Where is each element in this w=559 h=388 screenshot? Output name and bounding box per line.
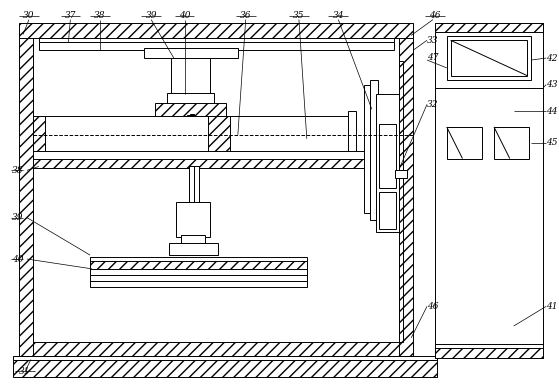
Bar bbox=[39, 42, 394, 50]
Circle shape bbox=[445, 97, 472, 125]
Bar bbox=[494, 127, 529, 159]
Bar bbox=[187, 115, 195, 157]
Bar bbox=[144, 48, 238, 58]
Bar bbox=[169, 243, 218, 255]
Bar bbox=[19, 23, 413, 38]
Text: 39: 39 bbox=[12, 213, 23, 222]
Bar bbox=[348, 111, 356, 159]
Bar bbox=[39, 38, 394, 42]
Text: 33: 33 bbox=[427, 36, 438, 45]
Bar bbox=[171, 58, 210, 95]
Circle shape bbox=[500, 97, 528, 125]
Text: 39: 39 bbox=[145, 11, 157, 20]
Bar bbox=[447, 127, 482, 159]
Bar bbox=[13, 355, 437, 360]
Bar bbox=[19, 342, 413, 355]
Bar bbox=[176, 202, 210, 237]
Text: 38: 38 bbox=[94, 11, 106, 20]
Bar bbox=[379, 192, 396, 229]
Bar bbox=[376, 95, 400, 232]
Bar bbox=[379, 124, 396, 188]
Text: 31: 31 bbox=[19, 367, 31, 376]
Text: 37: 37 bbox=[65, 11, 76, 20]
Bar bbox=[188, 166, 193, 203]
Bar bbox=[181, 236, 205, 245]
Bar bbox=[209, 116, 230, 154]
Text: 40: 40 bbox=[12, 255, 23, 263]
Bar bbox=[33, 38, 400, 342]
Bar bbox=[395, 170, 408, 178]
Bar bbox=[33, 151, 368, 161]
Bar bbox=[435, 348, 543, 358]
Bar bbox=[435, 23, 543, 33]
Circle shape bbox=[472, 97, 500, 125]
Text: 30: 30 bbox=[23, 11, 35, 20]
Bar bbox=[400, 61, 404, 342]
Text: 35: 35 bbox=[293, 11, 305, 20]
Bar bbox=[90, 261, 307, 269]
Text: 40: 40 bbox=[179, 11, 191, 20]
Text: 36: 36 bbox=[240, 11, 252, 20]
Bar bbox=[195, 166, 200, 203]
Bar bbox=[451, 40, 528, 76]
Bar bbox=[190, 114, 193, 168]
Text: 46: 46 bbox=[429, 11, 440, 20]
Bar bbox=[188, 166, 195, 170]
Bar bbox=[19, 30, 33, 355]
Text: 34: 34 bbox=[333, 11, 344, 20]
Bar bbox=[90, 257, 307, 277]
Text: 46: 46 bbox=[427, 302, 438, 311]
Bar bbox=[364, 85, 372, 213]
Bar bbox=[435, 23, 543, 358]
Bar bbox=[33, 116, 348, 154]
Bar bbox=[167, 92, 214, 104]
Text: 32: 32 bbox=[427, 100, 438, 109]
Bar bbox=[155, 103, 226, 117]
Bar bbox=[447, 36, 532, 80]
Text: 38: 38 bbox=[12, 166, 23, 175]
Text: 45: 45 bbox=[546, 138, 558, 147]
Bar bbox=[90, 275, 307, 287]
Text: 43: 43 bbox=[546, 80, 558, 89]
Text: 47: 47 bbox=[427, 52, 438, 62]
Bar bbox=[13, 360, 437, 377]
Text: 42: 42 bbox=[546, 54, 558, 62]
Bar bbox=[370, 80, 378, 220]
Bar bbox=[33, 159, 368, 168]
Text: 41: 41 bbox=[546, 302, 558, 311]
Bar bbox=[400, 30, 413, 355]
Bar bbox=[33, 116, 45, 154]
Text: 44: 44 bbox=[546, 107, 558, 116]
